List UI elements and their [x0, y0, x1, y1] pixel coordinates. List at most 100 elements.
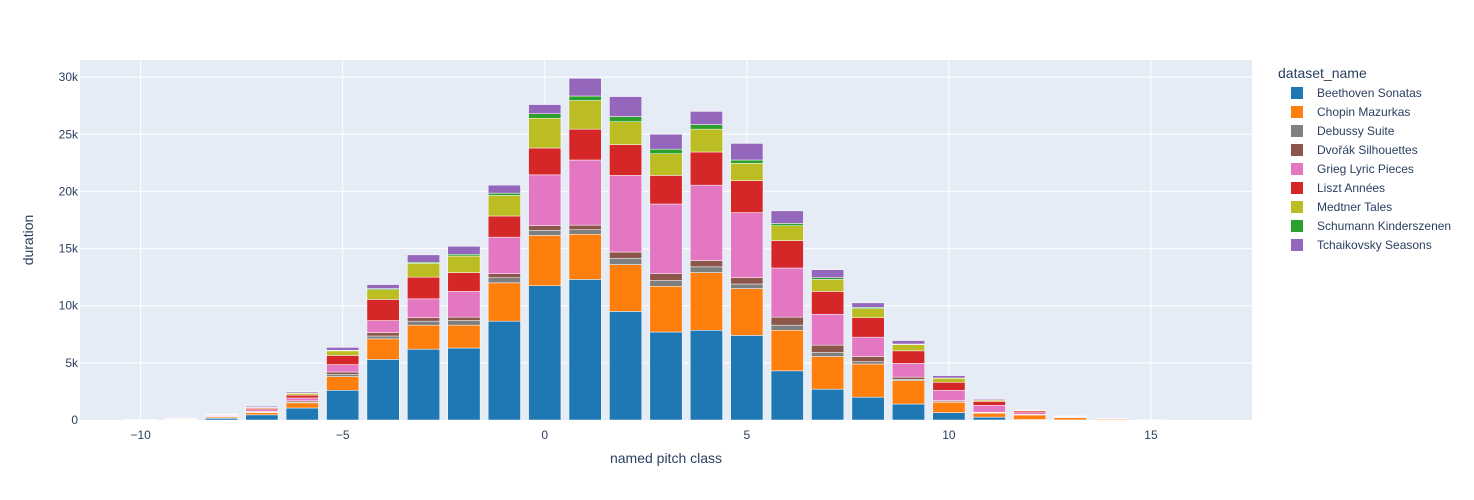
bar-segment: [1053, 417, 1087, 421]
legend-label: Medtner Tales: [1317, 200, 1392, 214]
legend-item[interactable]: Grieg Lyric Pieces: [1291, 162, 1414, 176]
bar-segment: [770, 370, 804, 421]
bar-segment: [528, 118, 562, 149]
legend-item[interactable]: Schumann Kinderszenen: [1291, 219, 1451, 233]
bar-segment: [689, 124, 723, 130]
bar-segment: [487, 236, 521, 274]
bar-segment: [770, 210, 804, 224]
bar-segment: [245, 406, 279, 408]
bar-segment: [447, 316, 481, 321]
bar-segment: [285, 391, 319, 394]
bar-segment: [811, 279, 845, 292]
bar-segment: [811, 291, 845, 315]
bar-segment: [528, 113, 562, 119]
legend-label: Debussy Suite: [1317, 124, 1395, 138]
bar-segment: [730, 180, 764, 213]
bar-segment: [972, 416, 1006, 421]
bar-segment: [407, 298, 440, 318]
bar-segment: [407, 263, 440, 278]
legend-swatch: [1291, 201, 1303, 213]
bar-segment: [730, 335, 764, 421]
legend-label: Beethoven Sonatas: [1317, 86, 1422, 100]
y-axis-title: duration: [20, 215, 36, 266]
bar-segment: [689, 128, 723, 153]
bar-segment: [528, 104, 562, 114]
bar-segment: [487, 215, 521, 238]
bar-segment: [568, 229, 602, 235]
bar-segment: [811, 277, 845, 280]
bar-segment: [851, 302, 885, 308]
bar-segment: [649, 203, 683, 274]
bar-segment: [528, 147, 562, 176]
bar-segment: [407, 320, 440, 326]
bar-segment: [649, 175, 683, 205]
bar-segment: [447, 254, 481, 257]
bar-segment: [851, 396, 885, 421]
bar-segment: [609, 96, 643, 117]
bar-segment: [326, 376, 360, 391]
bar-segment: [245, 412, 279, 416]
bar-segment: [609, 144, 643, 176]
bar-segment: [447, 291, 481, 318]
bar-segment: [326, 355, 360, 365]
y-tick-label: 30k: [59, 70, 79, 84]
bar-segment: [366, 359, 400, 421]
legend-item[interactable]: Chopin Mazurkas: [1291, 105, 1410, 119]
bar-segment: [568, 159, 602, 226]
bar-segment: [972, 398, 1006, 401]
bar-segment: [407, 254, 440, 263]
bar-segment: [932, 412, 966, 421]
bar-segment: [205, 413, 238, 415]
bar-segment: [407, 276, 440, 300]
bar-segment: [730, 277, 764, 285]
bar-segment: [447, 347, 481, 421]
legend-item[interactable]: Dvořák Silhouettes: [1291, 143, 1418, 157]
bar-segment: [932, 375, 966, 379]
bar-segment: [1013, 412, 1047, 415]
bar-segment: [205, 418, 238, 421]
legend-item[interactable]: Liszt Années: [1291, 181, 1385, 195]
x-tick-label: −5: [336, 428, 350, 442]
bar-segment: [851, 361, 885, 365]
bars: [124, 78, 1168, 421]
x-tick-label: 5: [743, 428, 750, 442]
bar-segment: [770, 330, 804, 372]
legend-swatch: [1291, 220, 1303, 232]
bar-segment: [366, 320, 400, 333]
legend-swatch: [1291, 239, 1303, 251]
bar-segment: [568, 279, 602, 421]
bar-segment: [568, 128, 602, 161]
bar-segment: [366, 299, 400, 321]
legend-item[interactable]: Medtner Tales: [1291, 200, 1392, 214]
bar-segment: [932, 390, 966, 401]
legend-label: Liszt Années: [1317, 181, 1385, 195]
bar-segment: [568, 95, 602, 101]
legend-item[interactable]: Beethoven Sonatas: [1291, 86, 1422, 100]
bar-segment: [649, 286, 683, 333]
x-axis-title: named pitch class: [610, 450, 722, 466]
bar-segment: [892, 363, 925, 378]
bar-segment: [1013, 410, 1047, 413]
bar-segment: [407, 317, 440, 322]
bar-segment: [285, 393, 319, 396]
bar-segment: [649, 148, 683, 154]
bar-segment: [366, 338, 400, 360]
bar-segment: [528, 174, 562, 226]
bar-segment: [487, 192, 521, 196]
bar-segment: [892, 380, 925, 405]
bar-segment: [730, 212, 764, 278]
bar-segment: [770, 267, 804, 318]
legend-title: dataset_name: [1278, 65, 1367, 81]
bar-segment: [407, 324, 440, 350]
legend-item[interactable]: Tchaikovsky Seasons: [1291, 238, 1432, 252]
legend-item[interactable]: Debussy Suite: [1291, 124, 1395, 138]
y-tick-label: 25k: [59, 127, 79, 141]
bar-segment: [487, 320, 521, 421]
bar-segment: [366, 289, 400, 300]
bar-segment: [366, 284, 400, 289]
bar-segment: [447, 246, 481, 255]
y-tick-label: 15k: [59, 242, 79, 256]
bar-segment: [932, 402, 966, 413]
bar-segment: [770, 225, 804, 241]
bar-segment: [568, 100, 602, 130]
